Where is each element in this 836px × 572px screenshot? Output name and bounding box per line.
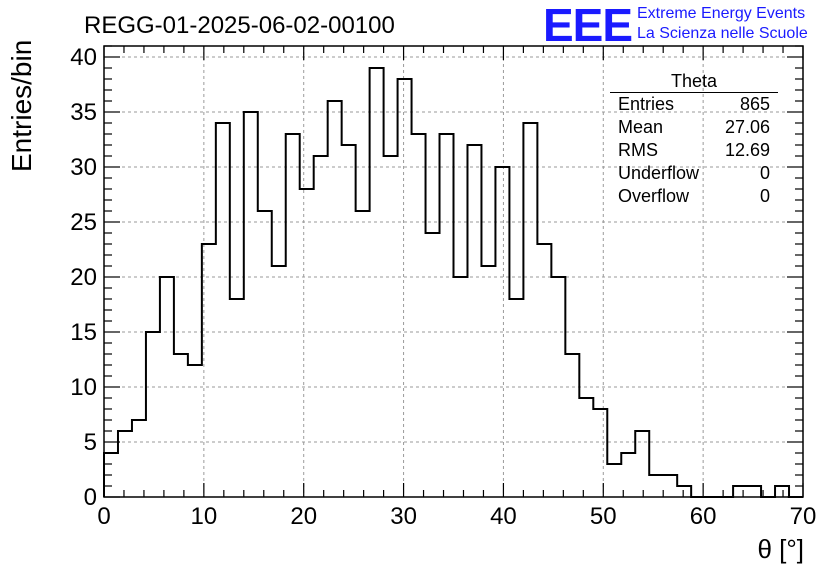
stats-row-underflow: Underflow 0	[610, 162, 778, 185]
y-tick-label: 30	[70, 154, 97, 181]
stats-value: 0	[759, 186, 770, 206]
logo-text: Extreme Energy Events La Scienza nelle S…	[637, 4, 808, 44]
histogram-bin	[314, 156, 328, 497]
stats-row-overflow: Overflow 0	[610, 185, 778, 208]
histogram-bin	[579, 398, 593, 497]
histogram-outline	[103, 67, 803, 498]
histogram-bin	[565, 354, 579, 497]
x-tick-label: 10	[191, 503, 218, 530]
histogram-bin	[384, 156, 398, 497]
histogram-bin	[733, 486, 747, 497]
histogram-bin	[677, 486, 691, 497]
histogram-bin	[426, 233, 440, 497]
stats-value: 0	[759, 163, 770, 183]
histogram-bin	[509, 299, 523, 497]
histogram-bin	[132, 420, 146, 497]
histogram-bin	[398, 79, 412, 497]
histogram-bin	[523, 123, 537, 497]
logo-line-1: Extreme Energy Events	[637, 5, 806, 22]
stats-label: RMS	[618, 140, 658, 160]
histogram-bin	[328, 101, 342, 497]
stats-value: 27.06	[724, 117, 770, 137]
histogram-bin	[272, 266, 286, 497]
y-tick-label: 40	[70, 44, 97, 71]
histogram-bin	[663, 475, 677, 497]
y-tick-label: 10	[70, 374, 97, 401]
x-tick-label: 0	[97, 503, 110, 530]
eee-logo: EEE	[543, 0, 633, 51]
y-tick-label: 5	[84, 429, 97, 456]
histogram-bin	[537, 244, 551, 497]
histogram-bin	[244, 112, 258, 497]
plot-frame	[103, 45, 804, 498]
x-axis-label: θ [°]	[757, 534, 804, 564]
y-tick-label: 35	[70, 99, 97, 126]
stats-row-mean: Mean 27.06	[610, 116, 778, 139]
histogram-bin	[230, 299, 244, 497]
x-tick-label: 20	[290, 503, 317, 530]
histogram-bin	[286, 134, 300, 497]
histogram-bin	[412, 134, 426, 497]
histogram-bin	[593, 409, 607, 497]
stats-label: Underflow	[618, 163, 700, 183]
stats-value: 12.69	[724, 140, 770, 160]
chart-title: REGG-01-2025-06-02-00100	[84, 12, 395, 39]
histogram-bin	[551, 277, 565, 497]
histogram-bin	[174, 354, 188, 497]
x-tick-label: 30	[390, 503, 417, 530]
histogram-bin	[356, 211, 370, 497]
y-tick-label: 25	[70, 209, 97, 236]
histogram-bin	[258, 211, 272, 497]
y-tick-label: 20	[70, 264, 97, 291]
y-axis-label: Entries/bin	[6, 39, 37, 172]
histogram-bin	[775, 486, 789, 497]
y-tick-label: 15	[70, 319, 97, 346]
stats-label: Entries	[618, 94, 675, 114]
histogram-bin	[440, 134, 454, 497]
histogram-bin	[300, 189, 314, 497]
x-tick-label: 60	[690, 503, 717, 530]
stats-row-entries: Entries 865	[610, 93, 778, 116]
stats-label: Mean	[618, 117, 664, 137]
histogram-bin	[649, 475, 663, 497]
histogram-bin	[607, 464, 621, 497]
histogram-bin	[188, 365, 202, 497]
histogram-bin	[467, 145, 481, 497]
stats-label: Overflow	[618, 186, 690, 206]
histogram-bin	[370, 68, 384, 497]
logo-line-2: La Scienza nelle Scuole	[637, 25, 808, 42]
y-tick-label: 0	[84, 484, 97, 511]
stats-title: Theta	[610, 70, 778, 93]
histogram-bin	[342, 145, 356, 497]
x-tick-label: 40	[490, 503, 517, 530]
stats-row-rms: RMS 12.69	[610, 139, 778, 162]
histogram-bin	[481, 266, 495, 497]
histogram-bin	[635, 431, 649, 497]
stats-box: Theta Entries 865 Mean 27.06 RMS 12.69 Unde…	[610, 70, 778, 208]
stats-value: 865	[739, 94, 770, 114]
x-tick-label: 70	[790, 503, 817, 530]
histogram-bin	[216, 123, 230, 497]
x-tick-label: 50	[590, 503, 617, 530]
histogram-bin	[747, 486, 761, 497]
histogram-bin	[146, 332, 160, 497]
histogram-bin	[118, 431, 132, 497]
